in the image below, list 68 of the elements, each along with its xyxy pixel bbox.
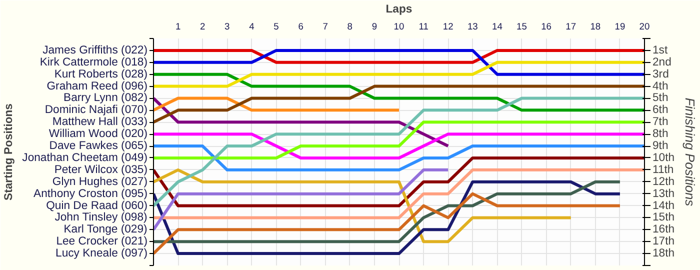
y-tick-label: 2nd xyxy=(652,56,672,68)
line-series xyxy=(154,192,622,256)
y-tick-label: 12th xyxy=(652,176,675,188)
x-tick-label: 4 xyxy=(249,22,254,32)
line-series xyxy=(154,96,644,208)
line-series xyxy=(154,156,644,208)
series-label: James Griffiths (022) xyxy=(42,44,148,56)
text: Starting Positions xyxy=(3,104,16,200)
y-tick-label: 6th xyxy=(652,104,668,116)
series-label: Quin De Raad (060) xyxy=(46,200,148,212)
x-tick-label: 11 xyxy=(418,22,428,32)
y-tick-label: 18th xyxy=(652,248,675,260)
x-tick-label: 16 xyxy=(541,22,552,32)
y-tick-label: 3rd xyxy=(652,68,669,80)
x-tick-label: 14 xyxy=(492,22,502,32)
y-tick-label: 15th xyxy=(652,212,675,224)
series-label: Lee Crocker (021) xyxy=(56,236,148,248)
x-tick-label: 19 xyxy=(614,22,626,32)
x-tick-label: 3 xyxy=(224,22,230,32)
series-label: Matthew Hall (033) xyxy=(52,116,148,128)
series-label: Anthony Croston (095) xyxy=(34,188,148,200)
x-tick-label: 20 xyxy=(639,22,650,32)
x-tick-label: 13 xyxy=(467,22,478,32)
series-label: John Tinsley (098) xyxy=(54,212,148,224)
y-tick-label: 7th xyxy=(652,116,668,128)
series-label: Barry Lynn (082) xyxy=(64,92,148,104)
x-axis-title: Laps xyxy=(386,4,412,16)
x-tick-label: 9 xyxy=(372,22,378,32)
y-tick-label: 17th xyxy=(652,236,675,248)
y-tick-label: 5th xyxy=(652,92,668,104)
y-tick-label: 14th xyxy=(652,200,675,212)
x-tick-label: 1 xyxy=(175,22,181,32)
series-label: Kirk Cattermole (018) xyxy=(40,56,148,68)
x-tick-label: 18 xyxy=(590,22,601,32)
y-axis-title: Finishing Positions xyxy=(682,98,698,207)
y-tick-label: 8th xyxy=(652,128,668,140)
y-tick-label: 4th xyxy=(652,80,668,92)
series-label: Lucy Kneale (097) xyxy=(56,248,148,260)
x-tick-label: 2 xyxy=(200,22,206,32)
line-series xyxy=(154,96,450,148)
x-tick-label: 6 xyxy=(298,22,304,32)
x-tick-label: 17 xyxy=(566,22,576,32)
line-series xyxy=(154,84,644,124)
series-label: William Wood (020) xyxy=(48,128,148,140)
x-tick-label: 5 xyxy=(274,22,279,32)
series-label: Jonathan Cheetam (049) xyxy=(22,152,148,164)
y-tick-label: 11th xyxy=(652,164,674,176)
x-tick-label: 15 xyxy=(516,22,527,32)
series-label: Kurt Roberts (028) xyxy=(54,68,148,80)
y-tick-label: 13th xyxy=(652,188,675,200)
x-tick-label: 8 xyxy=(347,22,353,32)
x-tick-label: 12 xyxy=(442,22,454,32)
series-label: Glyn Hughes (027) xyxy=(52,176,148,188)
line-series xyxy=(154,180,622,244)
line-series xyxy=(154,72,644,112)
y-tick-label: 16th xyxy=(652,224,675,236)
y-tick-label: 10th xyxy=(652,152,675,164)
x-tick-label: 10 xyxy=(394,22,404,32)
line-series xyxy=(154,180,622,256)
y-tick-label: 1st xyxy=(652,44,668,56)
series-label: Peter Wilcox (035) xyxy=(54,164,148,176)
x-tick-label: 7 xyxy=(322,22,328,32)
series-label: Karl Tonge (029) xyxy=(64,224,148,236)
series-label: Dave Fawkes (065) xyxy=(49,140,148,152)
line-series xyxy=(154,168,572,244)
series-label: Dominic Najafi (070) xyxy=(44,104,148,116)
series-label: Graham Reed (096) xyxy=(46,80,148,92)
y-tick-label: 9th xyxy=(652,140,668,152)
